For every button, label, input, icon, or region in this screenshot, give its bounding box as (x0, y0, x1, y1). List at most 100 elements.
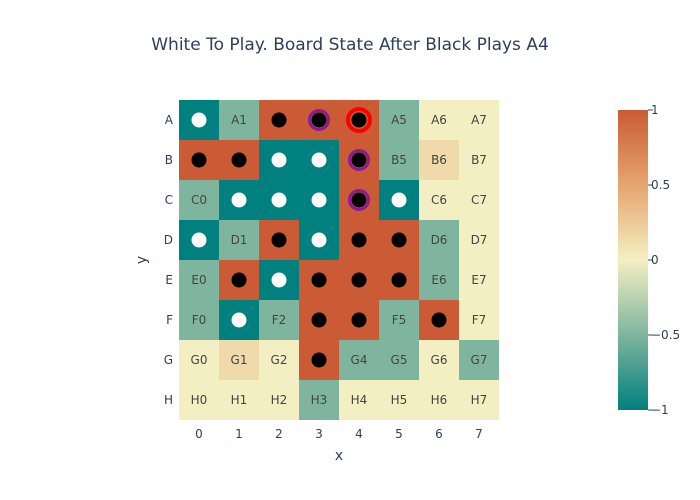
board-cell (459, 260, 499, 300)
white-stone (311, 152, 327, 168)
y-tick-label: A (165, 113, 174, 127)
board-cell (459, 140, 499, 180)
cell-label: A5 (391, 113, 407, 127)
cell-label: E7 (471, 273, 486, 287)
board-cell (419, 180, 459, 220)
x-tick-label: 3 (315, 427, 323, 441)
cell-label: G7 (471, 353, 488, 367)
cell-label: A6 (431, 113, 447, 127)
black-stone (391, 232, 407, 248)
cell-label: G0 (191, 353, 208, 367)
cell-label: C0 (191, 193, 207, 207)
board-cell (179, 180, 219, 220)
board-cell (419, 100, 459, 140)
black-stone (231, 152, 247, 168)
colorbar-tick-label: −1 (651, 403, 669, 417)
x-axis-ticks: 0 1 2 3 4 5 6 7 (195, 427, 483, 441)
white-stone (231, 312, 247, 328)
colorbar (618, 110, 648, 410)
board-cell (219, 100, 259, 140)
y-tick-label: D (164, 233, 173, 247)
x-tick-label: 0 (195, 427, 203, 441)
x-tick-label: 6 (435, 427, 443, 441)
white-stone (231, 192, 247, 208)
cell-label: G6 (431, 353, 448, 367)
cell-label: G5 (391, 353, 408, 367)
x-axis-label: x (335, 448, 343, 464)
black-stone (271, 112, 287, 128)
cell-label: F2 (272, 313, 287, 327)
white-stone (311, 232, 327, 248)
board-cell (379, 340, 419, 380)
board-cell (459, 100, 499, 140)
board-cell (459, 340, 499, 380)
board-cell (459, 180, 499, 220)
cell-label: G4 (351, 353, 368, 367)
black-stone (431, 312, 447, 328)
board-cell (379, 380, 419, 420)
red-highlight-ring (346, 107, 372, 133)
cell-label: B5 (391, 153, 407, 167)
black-stone (231, 272, 247, 288)
purple-highlight-ring (348, 189, 370, 211)
black-stone (351, 312, 367, 328)
x-tick-label: 4 (355, 427, 363, 441)
cell-label: A7 (471, 113, 487, 127)
cell-label: H3 (311, 393, 328, 407)
black-stone (311, 312, 327, 328)
cell-label: F5 (392, 313, 407, 327)
board-cell (259, 380, 299, 420)
board-cell (459, 380, 499, 420)
board-cell (259, 340, 299, 380)
cell-label: H1 (231, 393, 248, 407)
cell-label: C6 (431, 193, 447, 207)
white-stone (271, 192, 287, 208)
white-stone (391, 192, 407, 208)
cell-label: D1 (231, 233, 248, 247)
cell-label: H2 (271, 393, 288, 407)
cell-label: B6 (431, 153, 447, 167)
y-tick-label: C (165, 193, 173, 207)
x-tick-label: 7 (475, 427, 483, 441)
board-cell (419, 140, 459, 180)
cell-label: G2 (271, 353, 288, 367)
board-cell (179, 300, 219, 340)
cell-label: H7 (471, 393, 488, 407)
board-cell (419, 220, 459, 260)
board-cell (219, 380, 259, 420)
white-stone (191, 232, 207, 248)
black-stone (271, 232, 287, 248)
stones (191, 107, 447, 368)
cell-label: D6 (431, 233, 448, 247)
board-cell (219, 340, 259, 380)
board-cell (419, 260, 459, 300)
cell-label: B7 (471, 153, 487, 167)
board-cell (299, 380, 339, 420)
board-cell (379, 140, 419, 180)
colorbar-ticks: 1 0.5 0 −0.5 −1 (648, 103, 680, 417)
colorbar-tick-label: 1 (651, 103, 659, 117)
black-stone (351, 192, 367, 208)
y-tick-label: F (166, 313, 173, 327)
chart-title: White To Play. Board State After Black P… (151, 35, 549, 55)
board-cell (179, 260, 219, 300)
cell-labels: A1 A5 A6 A7 B5 B6 B7 C0 C6 C7 D1 D6 D7 E0 E6 E7 F0 F2 F5 F7… (191, 113, 488, 407)
white-stone (311, 192, 327, 208)
cell-label: G1 (231, 353, 248, 367)
board-cell (219, 220, 259, 260)
cell-label: A1 (231, 113, 247, 127)
white-stone (271, 272, 287, 288)
cell-label: H6 (431, 393, 448, 407)
y-tick-label: E (165, 273, 173, 287)
purple-highlight-ring (348, 149, 370, 171)
black-stone (191, 152, 207, 168)
board-cell (419, 340, 459, 380)
cell-label: F0 (192, 313, 207, 327)
y-tick-label: H (164, 393, 173, 407)
colorbar-tick-label: 0.5 (651, 178, 670, 192)
board-cell (179, 380, 219, 420)
board-cell (419, 380, 459, 420)
x-tick-label: 1 (235, 427, 243, 441)
board-cell (339, 340, 379, 380)
